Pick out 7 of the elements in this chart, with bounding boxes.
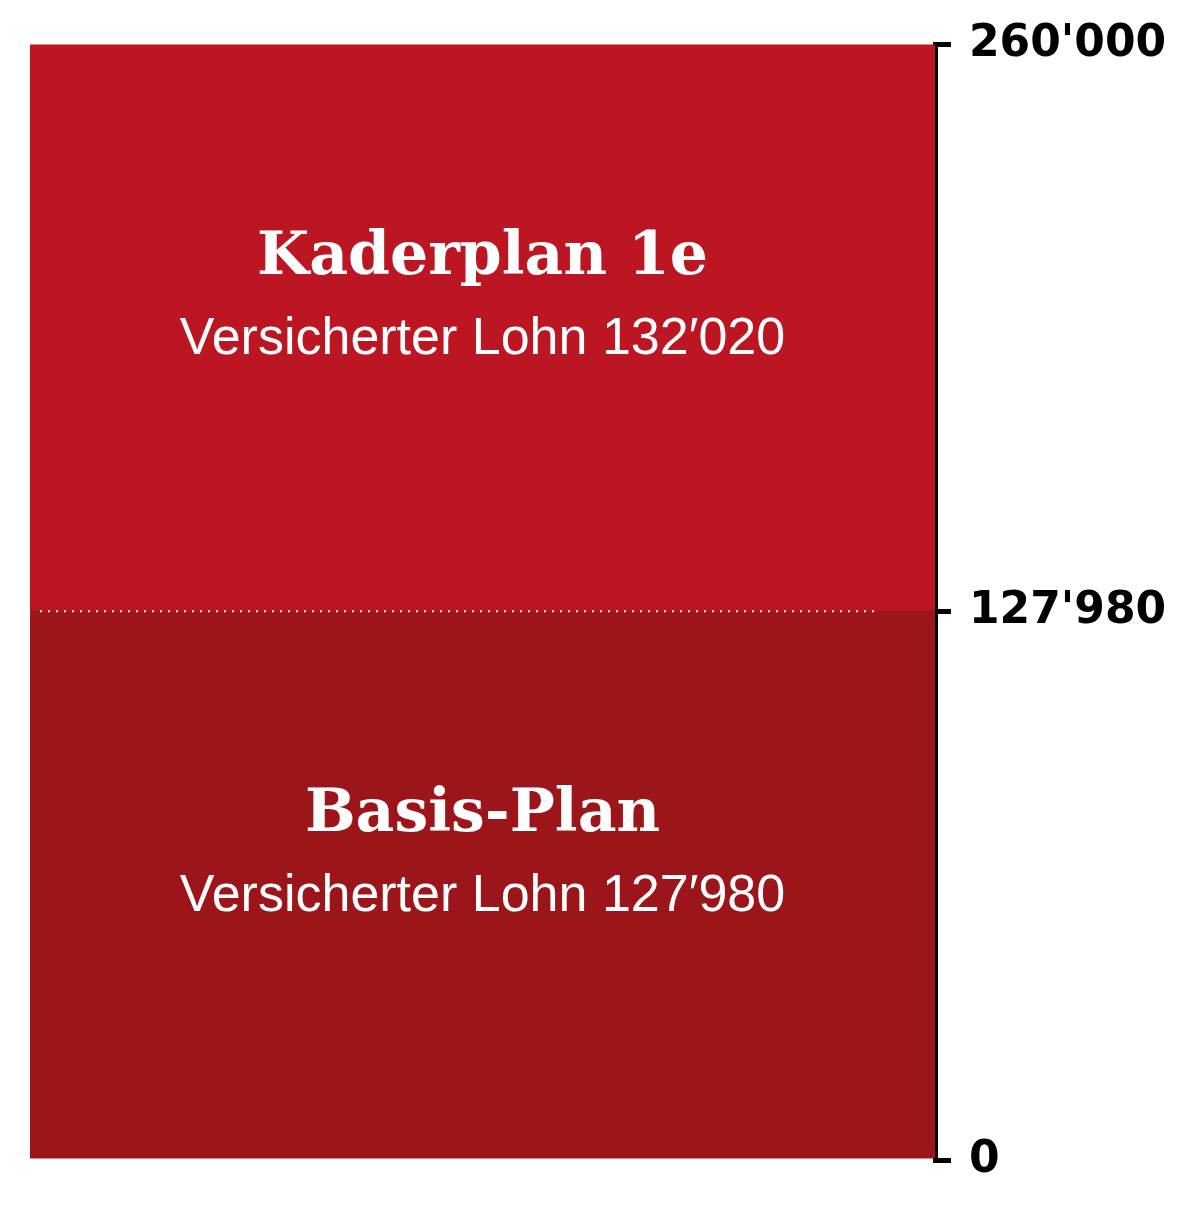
y-tick-label: 127'980 [969, 581, 1167, 633]
y-tick-label: 0 [969, 1131, 1000, 1183]
y-tick-label: 260'000 [969, 14, 1167, 66]
data-label: Versicherter Lohn 132′020 [179, 306, 786, 365]
series-label: Kaderplan 1e [257, 217, 708, 288]
data-label: Versicherter Lohn 127′980 [179, 863, 786, 922]
series-label: Basis-Plan [304, 774, 661, 845]
